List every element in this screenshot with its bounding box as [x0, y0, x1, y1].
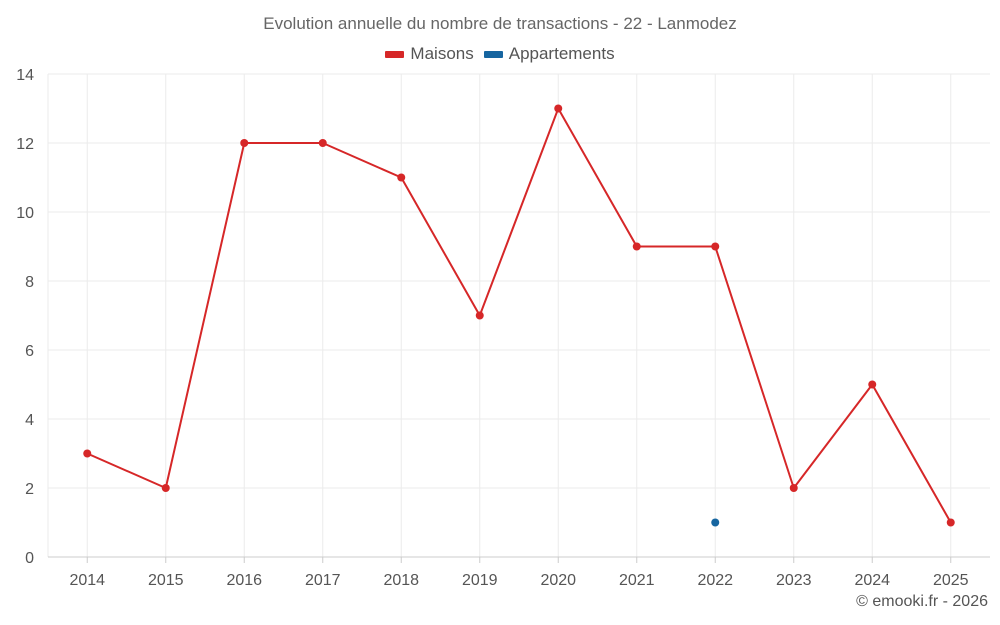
credit-text: © emooki.fr - 2026 [856, 593, 988, 610]
x-tick-label-2014: 2014 [69, 572, 105, 589]
y-tick-label-10: 10 [16, 205, 34, 222]
y-tick-label-0: 0 [25, 550, 34, 567]
chart-title: Evolution annuelle du nombre de transact… [263, 14, 737, 33]
x-tick-label-2025: 2025 [933, 572, 969, 589]
y-tick-label-14: 14 [16, 67, 34, 84]
x-tick-label-2019: 2019 [462, 572, 498, 589]
legend-swatch-appartements [483, 50, 503, 58]
y-tick-label-2: 2 [25, 481, 34, 498]
data-point-maisons-2023 [789, 484, 798, 492]
y-tick-label-8: 8 [25, 274, 34, 291]
data-point-maisons-2015 [161, 484, 170, 492]
x-tick-label-2015: 2015 [148, 572, 184, 589]
chart-legend: Maisons Appartements [0, 44, 1000, 64]
x-tick-label-2024: 2024 [854, 572, 890, 589]
data-point-maisons-2014 [83, 449, 92, 458]
data-point-maisons-2025 [946, 518, 955, 527]
data-point-maisons-2016 [240, 139, 249, 147]
x-tick-label-2018: 2018 [383, 572, 419, 589]
data-point-appartements-2022 [711, 518, 720, 527]
x-tick-label-2022: 2022 [697, 572, 733, 589]
x-tick-label-2021: 2021 [619, 572, 655, 589]
data-point-maisons-2024 [868, 380, 877, 389]
series-line-maisons [86, 107, 952, 523]
legend-swatch-maisons [385, 50, 405, 58]
y-tick-label-6: 6 [25, 343, 34, 360]
data-point-maisons-2020 [554, 104, 563, 113]
data-point-maisons-2017 [318, 139, 327, 147]
y-tick-label-12: 12 [16, 136, 34, 153]
y-tick-label-4: 4 [25, 412, 34, 429]
legend-item-maisons[interactable]: Maisons [385, 44, 474, 64]
data-point-maisons-2019 [475, 311, 484, 320]
x-tick-label-2017: 2017 [305, 572, 341, 589]
data-point-maisons-2022 [711, 242, 720, 251]
x-tick-label-2016: 2016 [226, 572, 262, 589]
legend-label-maisons: Maisons [410, 44, 474, 63]
legend-item-appartements[interactable]: Appartements [483, 44, 615, 64]
legend-label-appartements: Appartements [508, 44, 615, 63]
data-point-maisons-2021 [632, 242, 641, 251]
data-point-maisons-2018 [397, 173, 406, 182]
x-tick-label-2023: 2023 [776, 572, 812, 589]
x-tick-label-2020: 2020 [540, 572, 576, 589]
